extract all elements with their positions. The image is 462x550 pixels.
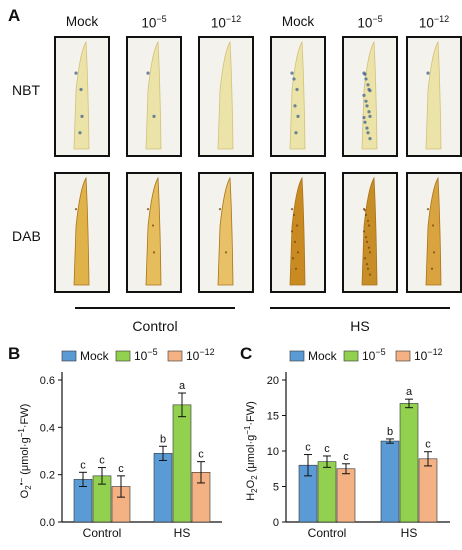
x-tick-label-0: Control [308,526,347,540]
nbt-leaf-4 [342,36,398,157]
y-axis-label: O2•− (μmol·g−1·FW) [17,404,33,499]
sig-letter-control-1: c [324,443,330,455]
y-tick-label-4: 20 [267,375,279,387]
sig-letter-control-2: c [118,463,124,475]
nbt-leaf-5 [406,36,462,157]
legend-label-2: 10−12 [414,347,443,363]
column-label-3: Mock [281,14,315,29]
column-label-0: Mock [65,14,99,29]
hs-group-label: HS [350,318,370,334]
sig-letter-control-0: c [80,459,86,471]
chart-b: Mock 10−5 10−12 0.0 0.2 0.4 0.6 O2•− (μmol·g−1·… [17,347,222,540]
legend-swatch-0 [61,350,77,362]
y-tick-label-0: 0.0 [40,517,55,529]
chart-c: Mock 10−5 10−12 0 5 10 15 20 H2O2 (μmol·g−1·FW) c… [243,347,450,540]
panel-c-letter: C [240,344,253,363]
sig-letter-control-0: c [305,442,311,454]
bar-control-2 [336,468,356,523]
legend-swatch-2 [167,350,183,362]
legend-label-1: 10−5 [362,347,386,363]
sig-letter-control-2: c [343,451,349,463]
y-tick-label-3: 0.6 [40,375,55,387]
legend-label-0: Mock [80,349,110,363]
panel-a-letter: A [8,6,21,25]
column-label-4: 10−5 [357,14,383,31]
bar-hs-1 [399,403,419,523]
legend-label-0: Mock [308,349,338,363]
legend-label-1: 10−5 [134,347,158,363]
bar-hs-0 [153,453,173,523]
sig-letter-hs-0: b [160,433,166,445]
dab-leaf-1 [126,172,182,293]
legend-swatch-2 [395,350,411,362]
sig-letter-hs-2: c [425,439,431,451]
x-tick-label-1: HS [174,526,191,540]
x-tick-label-0: Control [83,526,122,540]
dab-leaf-4 [342,172,398,293]
legend-swatch-1 [343,350,359,362]
y-tick-label-0: 0 [273,517,279,529]
hs-group-line [270,307,450,309]
sig-letter-control-1: c [99,455,105,467]
column-label-2: 10−12 [210,14,242,31]
y-tick-label-1: 0.2 [40,470,55,482]
y-tick-label-2: 10 [267,446,279,458]
column-label-1: 10−5 [141,14,167,31]
y-tick-label-1: 5 [273,482,279,494]
nbt-leaf-2 [198,36,254,157]
nbt-leaf-3 [270,36,326,157]
sig-letter-hs-1: a [406,386,413,398]
bar-hs-1 [172,404,192,523]
dab-leaf-0 [54,172,110,293]
row-label-dab: DAB [12,228,41,244]
dab-leaf-3 [270,172,326,293]
nbt-leaf-1 [126,36,182,157]
dab-leaf-5 [406,172,462,293]
nbt-leaf-0 [54,36,110,157]
dab-leaf-2 [198,172,254,293]
legend-swatch-0 [289,350,305,362]
y-axis-label: H2O2 (μmol·g−1·FW) [243,401,259,501]
sig-letter-hs-0: b [387,426,393,438]
legend-swatch-1 [115,350,131,362]
control-group-label: Control [132,318,178,334]
bar-hs-0 [380,440,400,523]
y-tick-label-2: 0.4 [40,422,55,434]
sig-letter-hs-2: c [198,449,204,461]
sig-letter-hs-1: a [179,380,186,392]
control-group-line [75,307,235,309]
y-tick-label-3: 15 [267,411,279,423]
x-tick-label-1: HS [401,526,418,540]
bar-hs-2 [418,458,438,523]
row-label-nbt: NBT [12,82,40,98]
panel-b-letter: B [8,344,21,363]
column-label-5: 10−12 [418,14,450,31]
legend-label-2: 10−12 [186,347,215,363]
bar-control-1 [317,461,337,523]
